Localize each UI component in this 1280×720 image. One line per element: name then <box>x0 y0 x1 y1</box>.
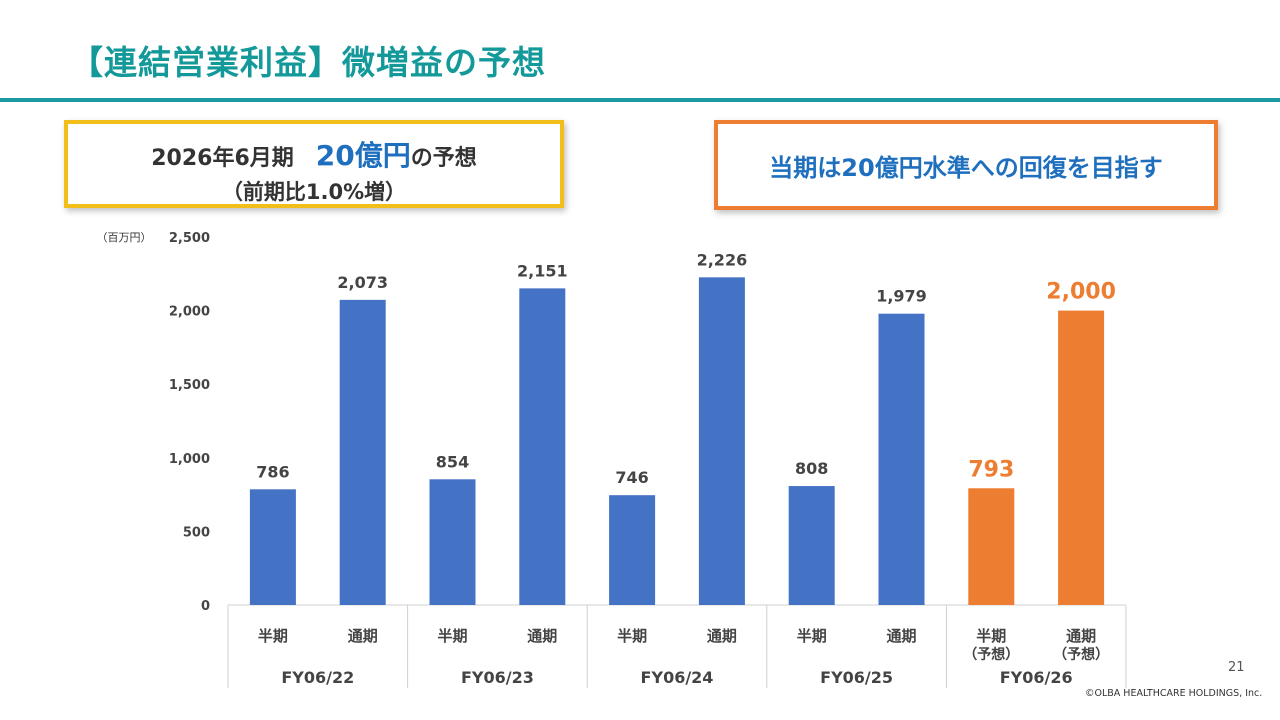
bar-category-label: 通期 <box>527 627 557 645</box>
bar <box>249 489 296 605</box>
bar-category-sublabel: （予想） <box>963 646 1019 663</box>
goal-callout: 当期は20億円水準への回復を目指す <box>714 120 1218 210</box>
y-axis-unit-label: （百万円） <box>97 231 152 244</box>
forecast-callout: 2026年6月期 20億円の予想 （前期比1.0%増） <box>64 120 564 208</box>
bar-category-label: 半期 <box>976 627 1006 645</box>
bar-value-label: 2,151 <box>517 261 568 280</box>
y-tick-label: 1,000 <box>169 452 210 467</box>
bar-category-label: 半期 <box>617 627 647 645</box>
bar-category-label: 通期 <box>886 627 916 645</box>
bar-category-sublabel: （予想） <box>1053 646 1109 663</box>
forecast-suffix: の予想 <box>410 146 477 171</box>
goal-text: 当期は20億円水準への回復を目指す <box>769 153 1163 182</box>
bar-category-label: 半期 <box>437 627 467 645</box>
bar <box>339 299 386 605</box>
bar-value-label: 793 <box>968 457 1014 482</box>
fiscal-year-label: FY06/24 <box>641 668 714 687</box>
bar-value-label: 854 <box>436 452 469 471</box>
bar-value-label: 2,000 <box>1046 280 1116 305</box>
fiscal-year-label: FY06/25 <box>820 668 893 687</box>
bar-category-label: 通期 <box>1066 627 1096 645</box>
bar-value-label: 1,979 <box>876 287 927 306</box>
bar-category-label: 半期 <box>258 627 288 645</box>
y-tick-label: 0 <box>201 599 210 614</box>
copyright-notice: ©OLBA HEALTHCARE HOLDINGS, Inc. <box>1085 688 1263 699</box>
bar <box>609 495 656 605</box>
bar <box>968 488 1015 605</box>
bar-value-label: 2,226 <box>697 250 748 269</box>
title-divider <box>0 98 1280 102</box>
forecast-amount: 20億円 <box>315 139 411 172</box>
bar <box>1058 310 1105 605</box>
bar <box>698 277 745 605</box>
page-number: 21 <box>1228 660 1245 675</box>
page-title: 【連結営業利益】微増益の予想 <box>70 43 546 82</box>
bar <box>878 313 925 605</box>
bar-category-label: 半期 <box>797 627 827 645</box>
forecast-period: 2026年6月期 <box>151 146 294 171</box>
y-tick-label: 500 <box>183 525 210 540</box>
bar-value-label: 786 <box>256 462 289 481</box>
bar <box>519 288 566 605</box>
forecast-growth: （前期比1.0%増） <box>221 180 407 204</box>
bar-category-label: 通期 <box>707 627 737 645</box>
bar-value-label: 746 <box>615 468 648 487</box>
y-tick-label: 1,500 <box>169 378 210 393</box>
y-tick-label: 2,500 <box>169 231 210 246</box>
bar <box>429 479 476 605</box>
bar-category-label: 通期 <box>348 627 378 645</box>
fiscal-year-label: FY06/26 <box>1000 668 1073 687</box>
fiscal-year-label: FY06/22 <box>281 668 354 687</box>
bar-value-label: 2,073 <box>337 273 388 292</box>
y-tick-label: 2,000 <box>169 305 210 320</box>
fiscal-year-label: FY06/23 <box>461 668 534 687</box>
bar-value-label: 808 <box>795 459 828 478</box>
forecast-line-1: 2026年6月期 20億円の予想 <box>68 134 560 174</box>
bar <box>788 486 835 605</box>
